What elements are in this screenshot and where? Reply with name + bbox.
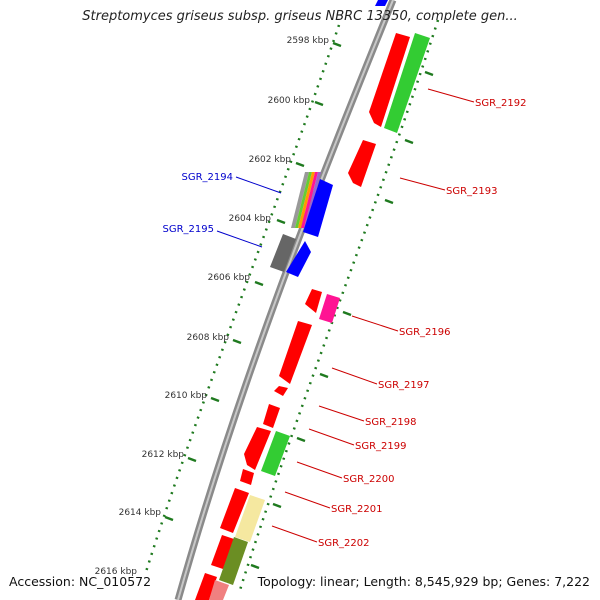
- tick-mark: [250, 563, 260, 570]
- gene-label-sgr-2201[interactable]: SGR_2201: [331, 504, 383, 515]
- accession-text: Accession: NC_010572: [9, 574, 152, 589]
- gene-sgr-2194-blue[interactable]: [303, 179, 333, 237]
- tick-mark: [342, 310, 352, 317]
- tick-mark: [319, 372, 329, 379]
- tick-label: 2610 kbp: [165, 391, 208, 401]
- tick-mark: [295, 161, 305, 168]
- tick-label: 2600 kbp: [268, 96, 311, 106]
- leader-sgr-2202: [271, 525, 318, 543]
- tick-mark: [296, 436, 306, 443]
- leader-sgr-2201: [284, 491, 331, 509]
- gene-label-sgr-2199[interactable]: SGR_2199: [355, 441, 407, 452]
- tick-mark: [424, 70, 434, 77]
- tick-mark: [332, 41, 342, 48]
- reverse-genes: [270, 172, 333, 277]
- tick-label: 2614 kbp: [119, 508, 162, 518]
- gene-sgr-2196-red[interactable]: [305, 289, 322, 313]
- gene-sgr-2193[interactable]: [348, 140, 376, 187]
- gene-sgr-2202-yellow[interactable]: [235, 495, 265, 542]
- tick-mark: [314, 100, 324, 107]
- leader-sgr-2198: [318, 405, 365, 422]
- gene-olive[interactable]: [219, 537, 248, 585]
- gene-label-sgr-2198[interactable]: SGR_2198: [365, 417, 417, 428]
- tick-label: 2604 kbp: [229, 214, 272, 224]
- gene-sgr-2196-magenta[interactable]: [319, 294, 340, 323]
- gene-sgr-2192-red[interactable]: [369, 33, 410, 127]
- leader-sgr-2193: [399, 177, 446, 191]
- gene-top-blue[interactable]: [375, 0, 388, 6]
- gene-label-sgr-2194[interactable]: SGR_2194: [182, 172, 234, 183]
- topology-text: Topology: linear; Length: 8,545,929 bp; …: [257, 574, 590, 589]
- gene-sgr-2197[interactable]: [279, 321, 312, 384]
- gene-sgr-2192-green[interactable]: [384, 33, 430, 133]
- scale-dotted-line-left: [143, 24, 341, 576]
- map-title: Streptomyces griseus subsp. griseus NBRC…: [82, 9, 518, 24]
- leader-sgr-2200: [296, 461, 343, 479]
- gene-label-sgr-2192[interactable]: SGR_2192: [475, 98, 527, 109]
- gene-sgr-2194-multicolor-b[interactable]: [295, 172, 312, 228]
- tick-mark: [232, 338, 242, 345]
- gene-labels: SGR_2192 SGR_2193 SGR_2194 SGR_2195 SGR_…: [163, 98, 527, 549]
- leader-sgr-2194: [235, 176, 282, 194]
- tick-mark: [272, 502, 282, 509]
- leader-sgr-2195: [216, 230, 263, 248]
- gene-sgr-2194-multicolor-c[interactable]: [298, 172, 315, 228]
- gene-sgr-2201[interactable]: [220, 488, 249, 533]
- gene-sgr-2194-multicolor-e[interactable]: [304, 172, 321, 228]
- gene-sgr-2199-red-b[interactable]: [244, 427, 271, 470]
- gene-sgr-2202-red[interactable]: [211, 535, 234, 569]
- scale-dotted-line-right: [238, 19, 440, 591]
- leader-sgr-2197: [331, 367, 378, 385]
- gene-label-sgr-2196[interactable]: SGR_2196: [399, 327, 451, 338]
- gene-label-sgr-2195[interactable]: SGR_2195: [163, 224, 215, 235]
- gene-bottom-red[interactable]: [195, 573, 217, 600]
- genome-backbone-highlight: [177, 0, 394, 600]
- tick-labels: 2598 kbp 2600 kbp 2602 kbp 2604 kbp 2606…: [95, 36, 330, 577]
- gene-sgr-2194-multicolor-a[interactable]: [291, 172, 309, 228]
- tick-mark: [404, 138, 414, 145]
- gene-sgr-2194-multicolor-d[interactable]: [301, 172, 318, 228]
- tick-mark: [254, 280, 264, 287]
- gene-label-leaders: [216, 88, 475, 543]
- tick-mark: [164, 515, 174, 522]
- tick-mark: [276, 218, 286, 225]
- gene-sgr-2199-red-a[interactable]: [263, 404, 280, 428]
- gene-label-sgr-2193[interactable]: SGR_2193: [446, 186, 498, 197]
- tick-label: 2612 kbp: [142, 450, 185, 460]
- gene-sgr-2195-gray[interactable]: [270, 234, 296, 272]
- tick-label: 2616 kbp: [95, 567, 138, 577]
- gene-label-sgr-2202[interactable]: SGR_2202: [318, 538, 370, 549]
- gene-bottom-pink[interactable]: [209, 580, 229, 600]
- forward-genes: [195, 33, 430, 600]
- tick-label: 2608 kbp: [187, 333, 230, 343]
- gene-sgr-2200-green[interactable]: [261, 431, 290, 476]
- gene-label-sgr-2200[interactable]: SGR_2200: [343, 474, 395, 485]
- tick-label: 2598 kbp: [287, 36, 330, 46]
- gene-sgr-2198[interactable]: [274, 386, 288, 396]
- tick-mark: [384, 198, 394, 205]
- leader-sgr-2196: [351, 315, 399, 332]
- leader-sgr-2192: [427, 88, 475, 103]
- tick-mark: [187, 456, 197, 463]
- tick-label: 2602 kbp: [249, 155, 292, 165]
- leader-sgr-2199: [308, 428, 355, 446]
- gene-sgr-2195-blue[interactable]: [286, 241, 311, 277]
- scale-tick-marks: [164, 41, 434, 570]
- gene-sgr-2200-red[interactable]: [240, 469, 254, 485]
- gene-label-sgr-2197[interactable]: SGR_2197: [378, 380, 430, 391]
- tick-mark: [210, 396, 220, 403]
- tick-label: 2606 kbp: [208, 273, 251, 283]
